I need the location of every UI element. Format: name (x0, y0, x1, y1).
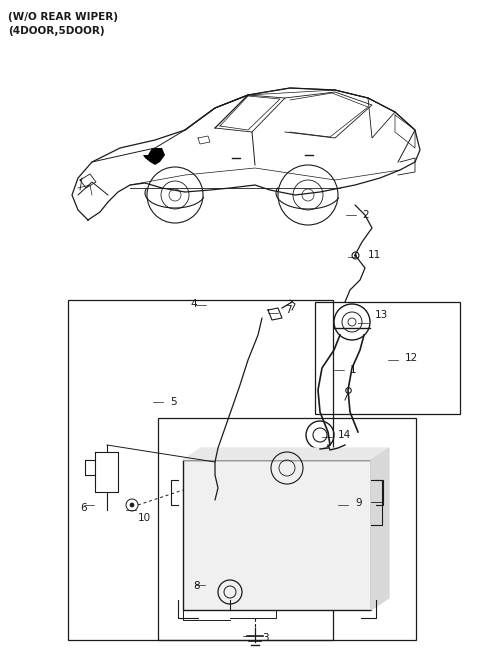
Bar (68, 300, 333, 640)
Text: 6: 6 (80, 503, 86, 513)
Circle shape (130, 503, 134, 507)
Text: (4DOOR,5DOOR): (4DOOR,5DOOR) (8, 26, 105, 36)
Text: 3: 3 (262, 633, 269, 643)
Polygon shape (371, 448, 389, 610)
Text: 5: 5 (170, 397, 177, 407)
Bar (315, 302, 460, 414)
Text: 10: 10 (138, 513, 151, 523)
Text: 1: 1 (350, 365, 357, 375)
Bar (183, 460, 371, 610)
Text: 4: 4 (190, 299, 197, 309)
Text: 14: 14 (338, 430, 351, 440)
Text: 7: 7 (285, 305, 292, 315)
Text: 9: 9 (355, 498, 361, 508)
Polygon shape (143, 148, 165, 165)
Bar (158, 418, 416, 640)
Text: 2: 2 (362, 210, 369, 220)
Text: 11: 11 (368, 250, 381, 260)
Polygon shape (183, 448, 389, 460)
Text: 8: 8 (193, 581, 200, 591)
Text: 13: 13 (375, 310, 388, 320)
Text: 12: 12 (405, 353, 418, 363)
Text: (W/O REAR WIPER): (W/O REAR WIPER) (8, 12, 118, 22)
